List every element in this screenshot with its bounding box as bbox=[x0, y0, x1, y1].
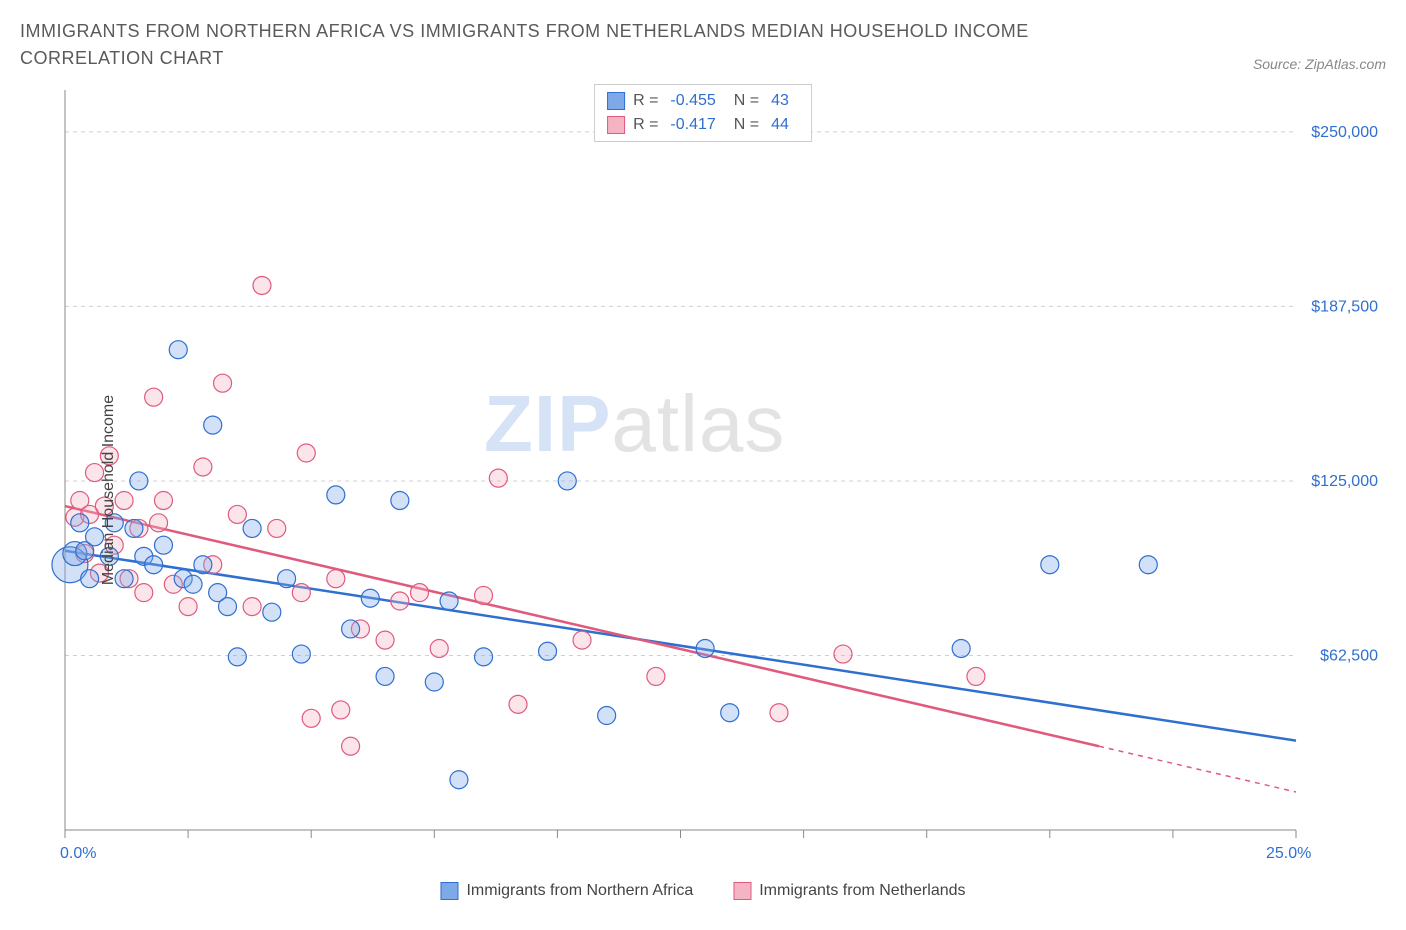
r-value-a: -0.455 bbox=[670, 89, 715, 113]
series-legend: Immigrants from Northern Africa Immigran… bbox=[440, 882, 965, 900]
svg-text:25.0%: 25.0% bbox=[1266, 845, 1311, 862]
n-label-a: N = bbox=[734, 89, 759, 113]
n-label-b: N = bbox=[734, 113, 759, 137]
r-value-b: -0.417 bbox=[670, 113, 715, 137]
svg-text:$125,000: $125,000 bbox=[1311, 473, 1378, 490]
chart-area: Median Household Income ZIPatlas $62,500… bbox=[20, 80, 1386, 900]
legend-label-a: Immigrants from Northern Africa bbox=[466, 882, 693, 900]
legend-item-b: Immigrants from Netherlands bbox=[733, 882, 965, 900]
svg-text:$250,000: $250,000 bbox=[1311, 124, 1378, 141]
svg-text:0.0%: 0.0% bbox=[60, 845, 96, 862]
stats-legend: R = -0.455 N = 43 R = -0.417 N = 44 bbox=[594, 84, 812, 142]
swatch-series-b bbox=[607, 116, 625, 134]
chart-source: Source: ZipAtlas.com bbox=[1253, 56, 1386, 72]
r-label-a: R = bbox=[633, 89, 658, 113]
r-label-b: R = bbox=[633, 113, 658, 137]
chart-title: IMMIGRANTS FROM NORTHERN AFRICA VS IMMIG… bbox=[20, 18, 1120, 72]
swatch-series-a bbox=[607, 92, 625, 110]
scatter-plot: $62,500 $125,000 $187,500 $250,000 0.0% 25.0% bbox=[20, 80, 1386, 870]
n-value-a: 43 bbox=[771, 89, 789, 113]
svg-text:$62,500: $62,500 bbox=[1320, 647, 1378, 664]
stats-row-series-b: R = -0.417 N = 44 bbox=[607, 113, 799, 137]
n-value-b: 44 bbox=[771, 113, 789, 137]
stats-row-series-a: R = -0.455 N = 43 bbox=[607, 89, 799, 113]
legend-item-a: Immigrants from Northern Africa bbox=[440, 882, 693, 900]
chart-header: IMMIGRANTS FROM NORTHERN AFRICA VS IMMIG… bbox=[0, 0, 1406, 78]
legend-swatch-a bbox=[440, 882, 458, 900]
y-axis-label: Median Household Income bbox=[100, 395, 118, 585]
legend-swatch-b bbox=[733, 882, 751, 900]
legend-label-b: Immigrants from Netherlands bbox=[759, 882, 965, 900]
svg-text:$187,500: $187,500 bbox=[1311, 298, 1378, 315]
